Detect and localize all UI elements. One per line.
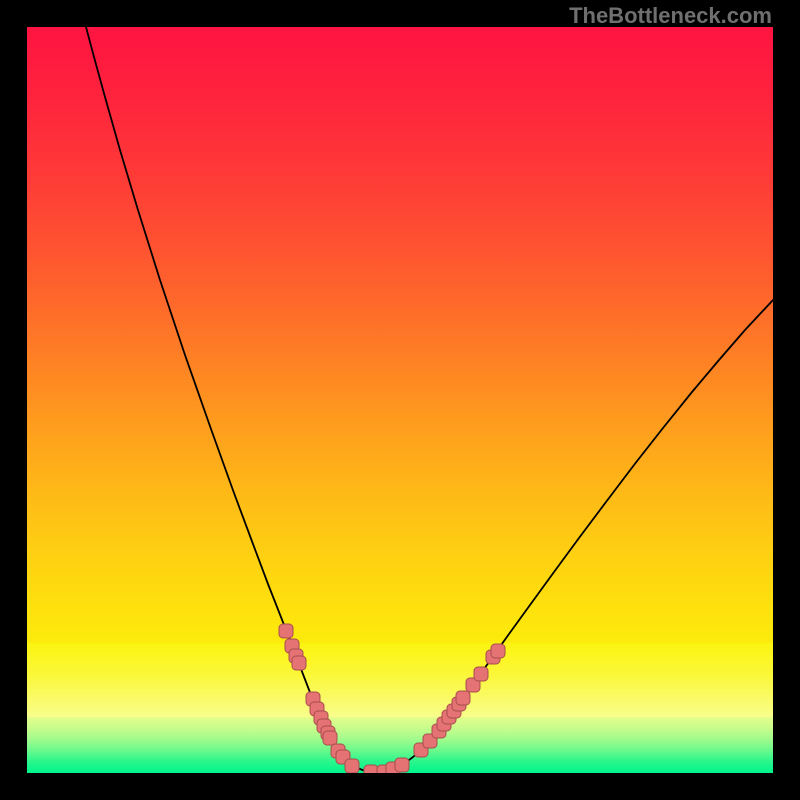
marker-point: [292, 656, 306, 670]
marker-point: [345, 759, 359, 773]
marker-point: [323, 731, 337, 745]
marker-point: [491, 644, 505, 658]
marker-point: [364, 765, 378, 773]
plot-area: [27, 27, 773, 773]
marker-point: [395, 758, 409, 772]
marker-point: [474, 667, 488, 681]
watermark-text: TheBottleneck.com: [569, 3, 772, 29]
chart-svg: [27, 27, 773, 773]
outer-frame: TheBottleneck.com: [0, 0, 800, 800]
marker-point: [456, 691, 470, 705]
gradient-background: [27, 27, 773, 773]
marker-point: [279, 624, 293, 638]
